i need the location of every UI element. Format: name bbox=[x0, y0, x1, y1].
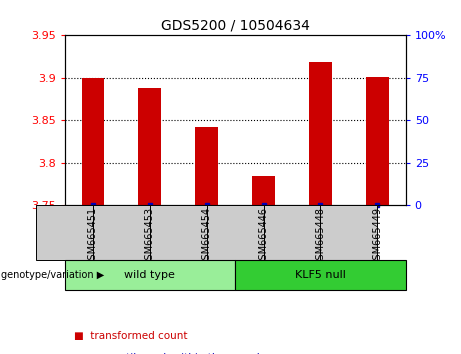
Text: KLF5 null: KLF5 null bbox=[295, 270, 346, 280]
Text: GSM665454: GSM665454 bbox=[201, 207, 212, 266]
Bar bbox=[36, 205, 93, 260]
Text: GSM665446: GSM665446 bbox=[259, 207, 269, 266]
Bar bbox=[235, 260, 406, 290]
Bar bbox=[366, 77, 389, 205]
Bar bbox=[93, 205, 150, 260]
Bar bbox=[195, 127, 218, 205]
Text: ■  transformed count: ■ transformed count bbox=[74, 331, 187, 341]
Bar bbox=[320, 205, 377, 260]
Bar bbox=[207, 205, 264, 260]
Bar bbox=[264, 205, 320, 260]
Bar bbox=[82, 78, 104, 205]
Text: GSM665451: GSM665451 bbox=[88, 207, 98, 266]
Text: ■  percentile rank within the sample: ■ percentile rank within the sample bbox=[74, 353, 266, 354]
Bar bbox=[65, 260, 235, 290]
Bar bbox=[309, 62, 332, 205]
Bar bbox=[138, 88, 161, 205]
Text: GSM665449: GSM665449 bbox=[372, 207, 382, 266]
Text: wild type: wild type bbox=[124, 270, 175, 280]
Title: GDS5200 / 10504634: GDS5200 / 10504634 bbox=[161, 19, 309, 33]
Bar bbox=[150, 205, 207, 260]
Text: genotype/variation ▶: genotype/variation ▶ bbox=[1, 270, 104, 280]
Text: GSM665453: GSM665453 bbox=[145, 207, 155, 266]
Bar bbox=[252, 176, 275, 205]
Text: GSM665448: GSM665448 bbox=[315, 207, 325, 266]
